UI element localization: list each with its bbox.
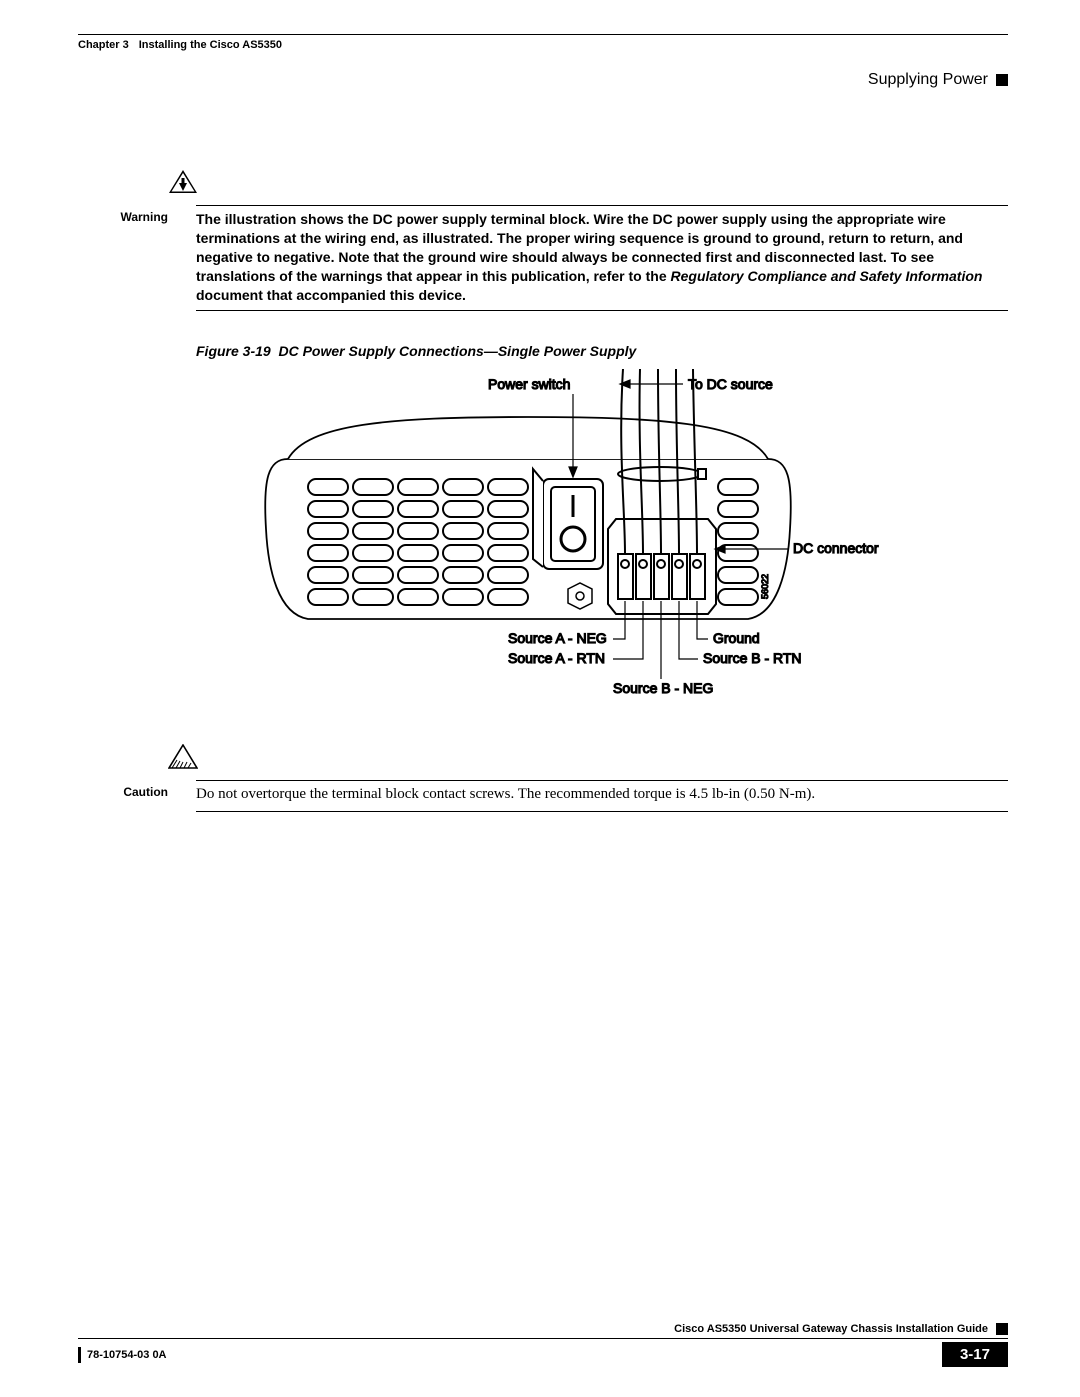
chapter-title: Installing the Cisco AS5350 [139, 39, 282, 51]
svg-text:56022: 56022 [760, 574, 770, 599]
svg-text:Ground: Ground [713, 630, 760, 646]
label-power-switch: Power switch [488, 376, 570, 392]
figure-caption: Figure 3-19 DC Power Supply Connections—… [196, 343, 1008, 359]
warning-icon [168, 169, 198, 194]
footer-guide-title: Cisco AS5350 Universal Gateway Chassis I… [674, 1323, 988, 1335]
footer-page-number: 3-17 [942, 1342, 1008, 1367]
svg-text:DC connector: DC connector [793, 540, 879, 556]
caution-block: Caution Do not overtorque the terminal b… [78, 744, 1008, 812]
footer-bar-icon [78, 1347, 81, 1363]
svg-text:Source A - RTN: Source A - RTN [508, 650, 605, 666]
svg-text:To DC source: To DC source [688, 376, 773, 392]
figure-diagram: Power switch To DC source DC connector S… [208, 369, 1008, 714]
page-footer: Cisco AS5350 Universal Gateway Chassis I… [78, 1323, 1008, 1367]
svg-text:Source B - RTN: Source B - RTN [703, 650, 802, 666]
section-marker-icon [996, 74, 1008, 86]
caution-label: Caution [78, 785, 168, 799]
svg-text:Source B - NEG: Source B - NEG [613, 680, 713, 696]
warning-body: The illustration shows the DC power supp… [196, 210, 1008, 304]
svg-text:Source A - NEG: Source A - NEG [508, 630, 607, 646]
section-title: Supplying Power [868, 71, 988, 89]
footer-docnum: 78-10754-03 0A [87, 1349, 167, 1361]
footer-marker-icon [996, 1323, 1008, 1335]
caution-icon [168, 744, 198, 769]
warning-block: Warning The illustration shows the DC po… [78, 169, 1008, 311]
caution-body: Do not overtorque the terminal block con… [196, 785, 1008, 805]
chapter-label: Chapter 3 [78, 39, 129, 51]
page-header: Chapter 3 Installing the Cisco AS5350 [78, 39, 1008, 51]
warning-label: Warning [78, 210, 168, 304]
